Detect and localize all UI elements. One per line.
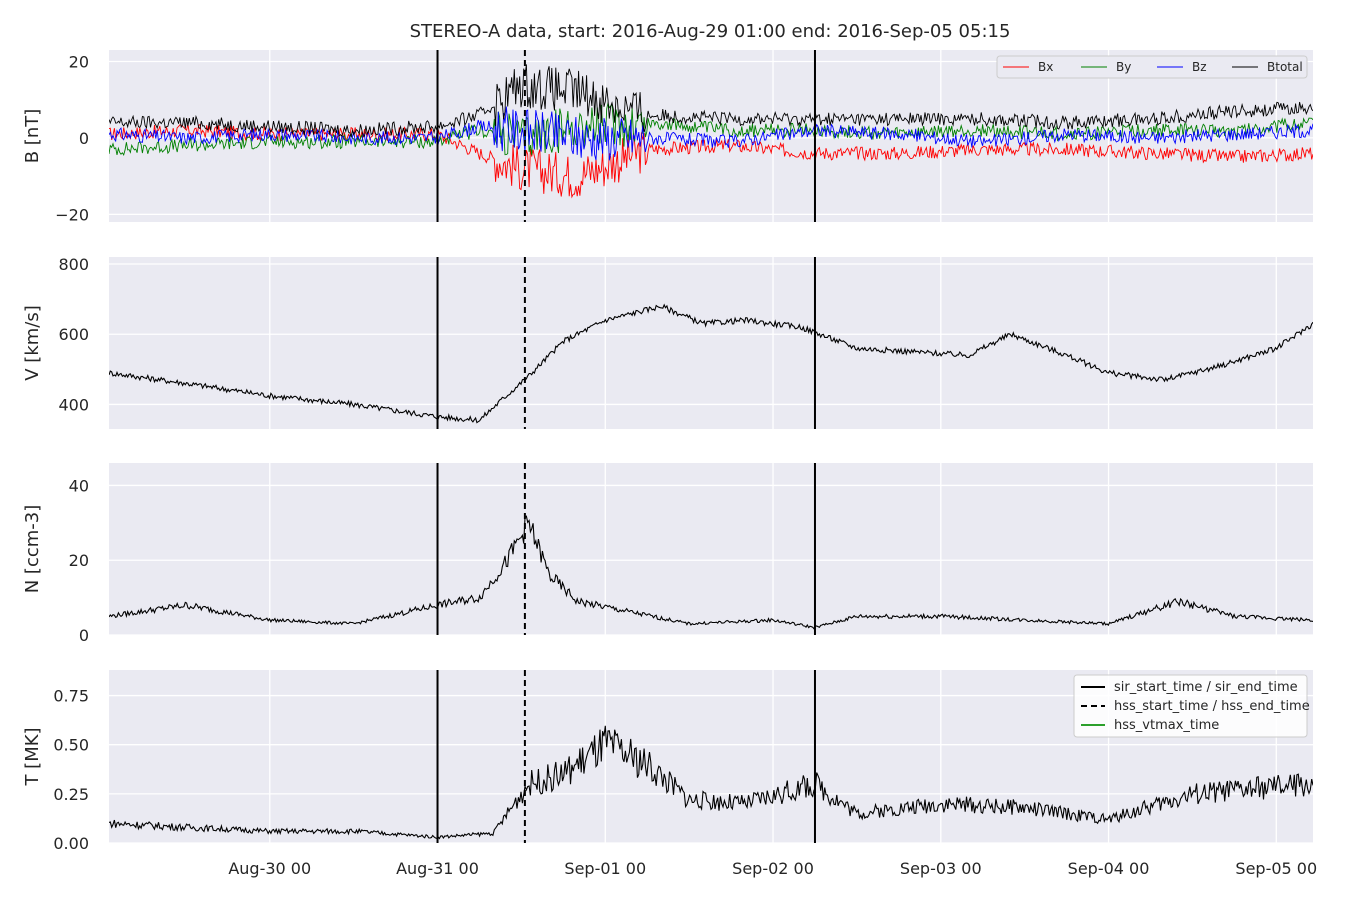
- y-axis-label: B [nT]: [22, 109, 43, 164]
- legend-label: By: [1116, 60, 1131, 74]
- y-tick-label: 0: [79, 626, 89, 645]
- y-tick-label: 0.50: [53, 736, 89, 755]
- y-tick-label: 20: [69, 551, 89, 570]
- y-tick-label: 40: [69, 476, 89, 495]
- series-line-Bz: [109, 106, 1313, 161]
- x-tick-label: Sep-01 00: [564, 859, 646, 878]
- y-axis-label: V [km/s]: [22, 305, 43, 380]
- y-tick-label: 400: [58, 395, 89, 414]
- x-tick-label: Sep-02 00: [732, 859, 814, 878]
- legend-B: Bx By Bz Btotal: [996, 55, 1308, 79]
- legend-label: Bz: [1192, 60, 1207, 74]
- chart-title: STEREO-A data, start: 2016-Aug-29 01:00 …: [410, 21, 1011, 42]
- legend-label: hss_vtmax_time: [1114, 718, 1219, 733]
- legend-T: sir_start_time / sir_end_time hss_start_t…: [1073, 674, 1310, 738]
- legend-label: Bx: [1038, 60, 1053, 74]
- y-axis-label: N [ccm-3]: [22, 505, 43, 594]
- legend-box: [1073, 674, 1308, 738]
- y-tick-label: 0.00: [53, 834, 89, 853]
- panel-T: 0.00 0.25 0.50 0.75 T [MK] sir_start_time / s…: [22, 670, 1313, 853]
- y-tick-label: 600: [58, 325, 89, 344]
- panel-V: 400 600 800 V [km/s]: [22, 255, 1313, 429]
- legend-label: sir_start_time / sir_end_time: [1114, 680, 1298, 695]
- x-tick-label: Sep-03 00: [900, 859, 982, 878]
- series-line-V: [109, 303, 1313, 424]
- x-tick-label: Sep-04 00: [1068, 859, 1150, 878]
- series-line-N: [109, 515, 1313, 630]
- panel-B: −20 0 20 B [nT] Bx By Bz Btotal: [22, 50, 1313, 224]
- x-tick-label: Sep-05 00: [1235, 859, 1317, 878]
- x-tick-label: Aug-30 00: [228, 859, 311, 878]
- y-tick-label: 0: [79, 129, 89, 148]
- series-line-Btotal: [109, 64, 1313, 138]
- plot-area-V: [109, 257, 1313, 429]
- x-tick-label: Aug-31 00: [396, 859, 479, 878]
- panel-N: 0 20 40 N [ccm-3]: [22, 463, 1313, 645]
- y-tick-label: 0.25: [53, 785, 89, 804]
- legend-label: hss_start_time / hss_end_time: [1114, 699, 1310, 714]
- legend-label: Btotal: [1267, 60, 1303, 74]
- legend-box: [996, 55, 1308, 79]
- y-tick-label: 0.75: [53, 687, 89, 706]
- y-tick-label: 800: [58, 255, 89, 274]
- y-axis-label: T [MK]: [22, 727, 43, 786]
- y-tick-label: 20: [69, 52, 89, 71]
- series-line-T: [109, 725, 1313, 840]
- plot-area-N: [109, 463, 1313, 635]
- y-tick-label: −20: [55, 205, 89, 224]
- series-line-By: [109, 101, 1313, 157]
